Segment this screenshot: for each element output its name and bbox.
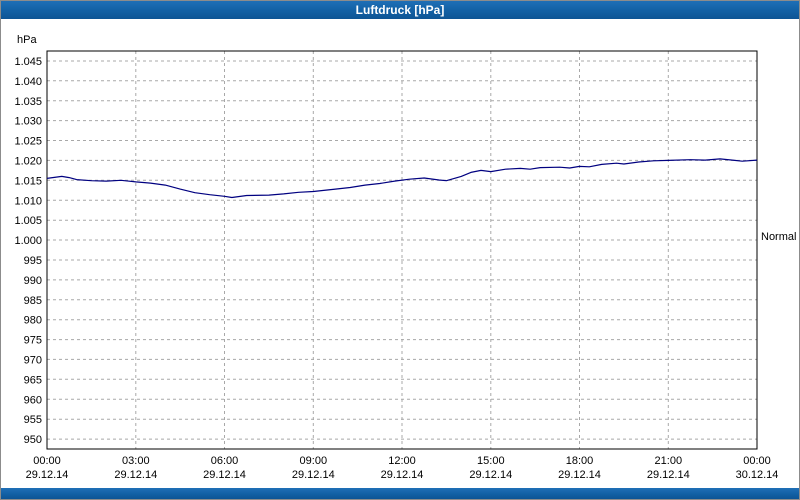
x-tick-time-label: 09:00 xyxy=(300,455,328,467)
x-tick-date-label: 29.12.14 xyxy=(381,469,424,481)
pressure-line-chart: 1.045 1.040 1.035 1.030 1.025 1.020 1.015 1.010… xyxy=(14,34,796,481)
x-tick-time-label: 00:00 xyxy=(33,455,61,467)
y-tick-label: 1.035 xyxy=(14,96,42,108)
y-tick-label: 960 xyxy=(24,394,42,406)
x-tick-date-label: 30.12.14 xyxy=(736,469,779,481)
y-tick-label: 1.020 xyxy=(14,155,42,167)
x-tick-time-label: 18:00 xyxy=(566,455,594,467)
title-bar: Luftdruck [hPa] xyxy=(1,1,799,19)
x-tick-time-label: 06:00 xyxy=(211,455,239,467)
x-tick-time-label: 21:00 xyxy=(655,455,683,467)
chart-region: 1.045 1.040 1.035 1.030 1.025 1.020 1.015 1.010… xyxy=(1,19,799,490)
x-tick-date-label: 29.12.14 xyxy=(114,469,157,481)
y-tick-label: 955 xyxy=(24,414,42,426)
y-tick-label: 950 xyxy=(24,434,42,446)
x-tick-date-label: 29.12.14 xyxy=(558,469,601,481)
x-tick-date-label: 29.12.14 xyxy=(203,469,246,481)
y-tick-label: 1.005 xyxy=(14,215,42,227)
y-tick-label: 1.000 xyxy=(14,235,42,247)
x-tick-time-label: 03:00 xyxy=(122,455,150,467)
y-axis-unit-label: hPa xyxy=(17,34,37,46)
x-tick-date-label: 29.12.14 xyxy=(26,469,69,481)
y-tick-label: 1.010 xyxy=(14,195,42,207)
y-tick-label: 985 xyxy=(24,295,42,307)
y-tick-label: 965 xyxy=(24,374,42,386)
x-tick-date-label: 29.12.14 xyxy=(469,469,512,481)
y-tick-label: 995 xyxy=(24,255,42,267)
y-tick-label: 990 xyxy=(24,275,42,287)
y-tick-label: 970 xyxy=(24,354,42,366)
pressure-series-line xyxy=(46,158,758,199)
x-tick-time-label: 12:00 xyxy=(388,455,416,467)
y-tick-label: 1.025 xyxy=(14,136,42,148)
y-tick-label: 1.015 xyxy=(14,175,42,187)
plot-frame xyxy=(46,50,758,450)
y-tick-label: 1.040 xyxy=(14,76,42,88)
x-tick-time-label: 00:00 xyxy=(743,455,771,467)
x-tick-date-label: 29.12.14 xyxy=(292,469,335,481)
chart-title: Luftdruck [hPa] xyxy=(355,3,445,17)
y-tick-label: 1.045 xyxy=(14,56,42,68)
bottom-bar xyxy=(1,488,799,499)
y-tick-label: 980 xyxy=(24,315,42,327)
x-tick-date-label: 29.12.14 xyxy=(647,469,690,481)
y-tick-label: 975 xyxy=(24,335,42,347)
y-tick-label: 1.030 xyxy=(14,116,42,128)
x-tick-time-label: 15:00 xyxy=(477,455,505,467)
normal-annotation-label: Normal xyxy=(761,231,796,243)
